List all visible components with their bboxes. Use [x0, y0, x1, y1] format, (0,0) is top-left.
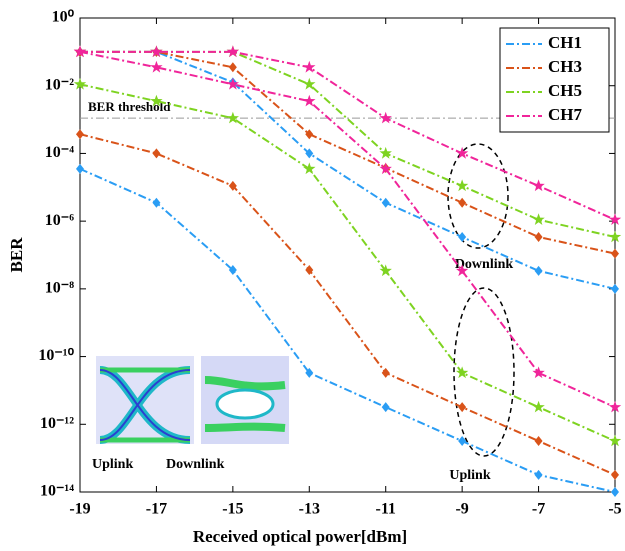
x-tick-label: -19 — [69, 501, 90, 518]
legend-label: CH7 — [548, 105, 583, 124]
marker — [458, 232, 466, 242]
marker — [532, 213, 544, 225]
y-tick-label: 10⁻⁶ — [45, 212, 74, 229]
x-axis-label: Received optical power[dBm] — [193, 527, 407, 546]
marker — [152, 198, 160, 208]
marker — [456, 179, 468, 191]
legend-label: CH3 — [548, 57, 582, 76]
chart: Uplink Downlink Downlink Uplink Received… — [0, 0, 625, 551]
marker — [76, 164, 84, 174]
marker — [535, 232, 543, 242]
eye-label-uplink: Uplink — [92, 457, 133, 472]
y-tick-label: 10⁻¹⁰ — [38, 347, 74, 364]
marker — [458, 198, 466, 208]
x-tick-label: -13 — [299, 501, 320, 518]
marker — [532, 366, 544, 378]
legend-label: CH5 — [548, 81, 582, 100]
marker — [458, 402, 466, 412]
x-tick-label: -5 — [608, 501, 621, 518]
marker — [611, 284, 619, 294]
marker — [303, 162, 315, 174]
marker — [535, 470, 543, 480]
x-tick-label: -17 — [146, 501, 167, 518]
marker — [229, 62, 237, 72]
marker — [535, 436, 543, 446]
legend-label: CH1 — [548, 33, 582, 52]
eye-diagram-downlink — [201, 356, 289, 444]
marker — [532, 401, 544, 413]
marker — [382, 402, 390, 412]
uplink-label: Uplink — [449, 468, 490, 483]
x-tick-label: -11 — [375, 501, 395, 518]
eye-label-downlink: Downlink — [166, 457, 225, 472]
marker — [152, 148, 160, 158]
marker — [458, 436, 466, 446]
marker — [535, 266, 543, 276]
marker — [611, 470, 619, 480]
y-tick-label: 10⁻⁴ — [45, 144, 74, 161]
x-tick-label: -9 — [455, 501, 468, 518]
y-tick-label: 10⁻¹⁴ — [40, 483, 74, 500]
x-tick-label: -7 — [532, 501, 545, 518]
y-tick-label: 10⁻² — [45, 76, 74, 93]
marker — [611, 249, 619, 259]
marker — [150, 61, 162, 73]
marker — [382, 198, 390, 208]
marker — [382, 368, 390, 378]
marker — [611, 487, 619, 497]
y-tick-label: 10⁻¹² — [40, 415, 74, 432]
marker — [380, 112, 392, 124]
eye-diagram-uplink — [96, 356, 194, 444]
y-tick-label: 10⁻⁸ — [45, 280, 74, 297]
x-tick-label: -15 — [222, 501, 243, 518]
marker — [76, 129, 84, 139]
marker — [532, 179, 544, 191]
y-axis-label: BER — [7, 237, 26, 273]
y-tick-label: 10⁰ — [52, 9, 75, 26]
